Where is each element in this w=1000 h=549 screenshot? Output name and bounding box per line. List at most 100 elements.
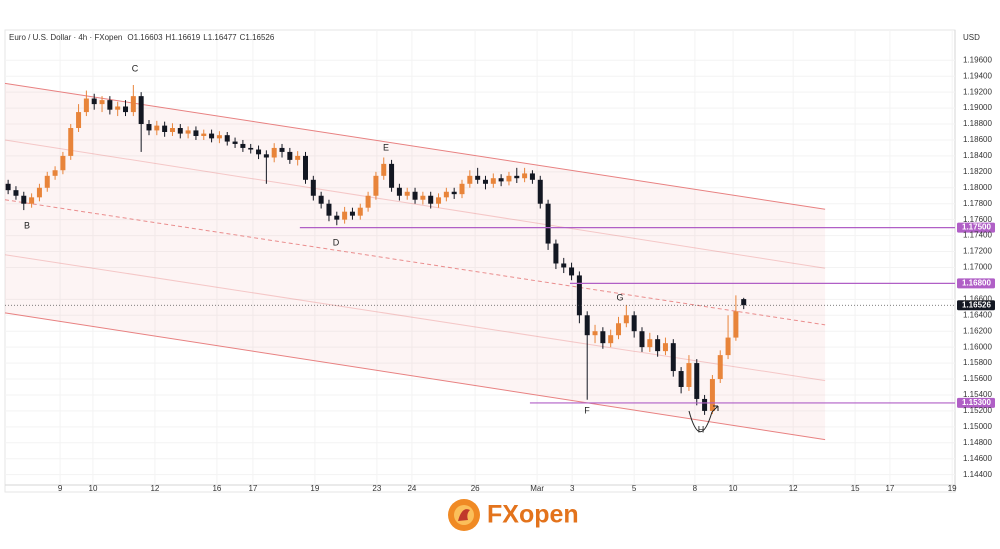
candle-body — [569, 267, 575, 276]
plot-frame — [4, 29, 956, 493]
level-label: 1.17500 — [962, 223, 991, 232]
logo-mark — [458, 509, 470, 521]
annotation-arrow — [711, 405, 719, 413]
candle-body — [99, 100, 105, 105]
candle-body — [686, 363, 692, 387]
candle-body — [694, 363, 700, 399]
channel-fill — [5, 83, 826, 440]
candle-body — [404, 191, 410, 196]
candle-body — [381, 163, 387, 176]
x-tick-label: 9 — [58, 484, 63, 493]
candle-body — [662, 343, 668, 352]
candle-body — [5, 183, 11, 191]
annotation-label: E — [383, 142, 389, 152]
candle-body — [310, 179, 316, 196]
candle-body — [631, 315, 637, 332]
candle-body — [334, 215, 340, 220]
candle-body — [107, 100, 113, 110]
candle-body — [365, 195, 371, 208]
channel-line — [4, 312, 826, 441]
candle-body — [13, 190, 19, 196]
candle-body — [428, 195, 434, 204]
candle-body — [232, 141, 238, 144]
candle-body — [717, 355, 723, 380]
x-tick-label: 26 — [471, 484, 480, 493]
candle-body — [287, 151, 293, 160]
candle-body — [271, 147, 277, 158]
candle-body — [608, 335, 614, 344]
current-price-label: 1.16526 — [962, 300, 991, 309]
candle-body — [522, 173, 528, 179]
candle-body — [420, 195, 426, 200]
ohlc-letter: L — [203, 33, 208, 42]
candle-body — [138, 96, 144, 125]
candle-body — [389, 163, 395, 188]
overlays: 1.17500 1.16800 1.15300 1.16526 B C D E F G H — [5, 63, 995, 434]
candle-body — [451, 191, 457, 195]
y-tick-label: 1.18800 — [963, 119, 992, 128]
y-tick-label: 1.19000 — [963, 103, 992, 112]
candle-body — [584, 315, 590, 336]
candle-body — [177, 128, 183, 134]
annotation-label: G — [616, 292, 623, 302]
candle-body — [44, 175, 50, 188]
x-tick-label: 5 — [632, 484, 637, 493]
symbol: Euro / U.S. Dollar · 4h · FXopen — [9, 33, 122, 42]
x-tick-label: Mar — [530, 484, 544, 493]
y-tick-label: 1.16200 — [963, 326, 992, 335]
brand-logo: FXopen — [448, 499, 579, 531]
candle-body — [201, 133, 207, 136]
candle-body — [209, 133, 215, 139]
candle-body — [60, 155, 66, 171]
candle-body — [256, 149, 262, 155]
x-tick-label: 23 — [372, 484, 381, 493]
y-tick-label: 1.15400 — [963, 390, 992, 399]
ohlc-value: 1.16526 — [245, 33, 274, 42]
candle-body — [725, 337, 731, 356]
candle-body — [529, 173, 535, 180]
candle-body — [459, 183, 465, 195]
candle-body — [154, 125, 160, 131]
candle-body — [83, 98, 89, 113]
candle-body — [436, 197, 442, 204]
candle-body — [36, 187, 42, 198]
y-tick-label: 1.17600 — [963, 215, 992, 224]
x-tick-label: 17 — [885, 484, 894, 493]
grid — [5, 30, 955, 485]
candle-body — [216, 135, 222, 139]
candle-body — [21, 195, 27, 204]
candle-body — [576, 275, 582, 316]
candle-body — [623, 315, 629, 324]
x-tick-label: 15 — [851, 484, 860, 493]
candle-body — [240, 143, 246, 148]
currency-label: USD — [963, 33, 980, 42]
candle-body — [248, 147, 254, 150]
candle-body — [498, 178, 504, 182]
candle-body — [193, 130, 199, 136]
candle-body — [326, 203, 332, 216]
candle-body — [130, 96, 136, 113]
candle-body — [655, 339, 661, 352]
annotation-label: H — [698, 424, 705, 434]
y-tick-label: 1.18000 — [963, 183, 992, 192]
candle-body — [592, 331, 598, 336]
y-tick-label: 1.17800 — [963, 199, 992, 208]
ohlc-value: 1.16619 — [171, 33, 200, 42]
candle-body — [702, 398, 708, 411]
candle-body — [263, 154, 269, 158]
candle-body — [373, 175, 379, 196]
y-tick-label: 1.16400 — [963, 310, 992, 319]
candles — [5, 84, 747, 415]
brand-name: FXopen — [487, 501, 579, 529]
ohlc-value: 1.16477 — [208, 33, 237, 42]
current-price-tag — [957, 300, 995, 311]
chart-header: Euro / U.S. Dollar · 4h · FXopen O1.16603… — [9, 33, 275, 42]
x-tick-label: 12 — [789, 484, 798, 493]
candle-body — [115, 106, 121, 110]
x-tick-label: 8 — [693, 484, 698, 493]
channel-line — [4, 199, 826, 326]
y-tick-label: 1.19600 — [963, 55, 992, 64]
candle-body — [443, 191, 449, 198]
